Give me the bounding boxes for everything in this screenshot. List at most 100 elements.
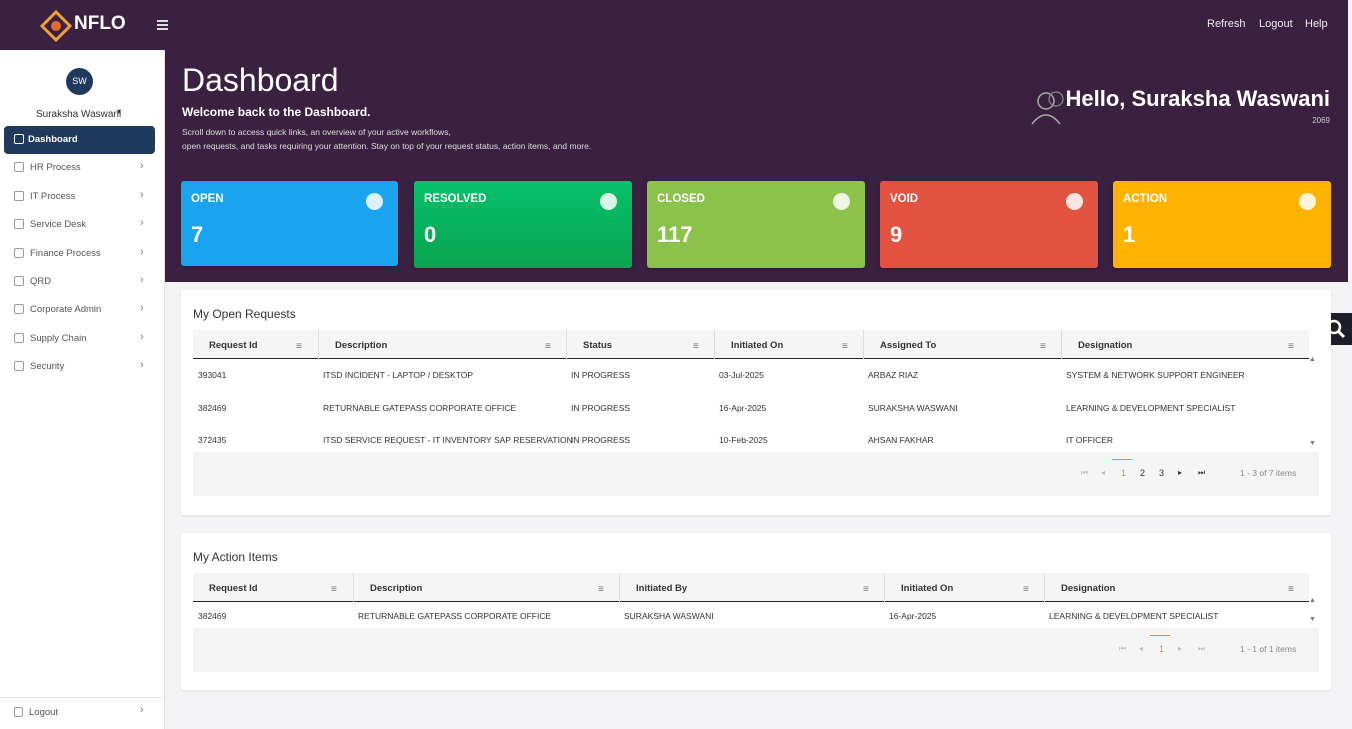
pager-nav[interactable]: ⏮ [1119, 643, 1127, 653]
menu-icon [14, 162, 24, 173]
menu-item[interactable]: Finance Process › [4, 240, 155, 268]
pager: ⏮ ◂ 1 ▸ ⏭ 1 - 1 of 1 items [193, 627, 1319, 672]
page-number[interactable]: 3 [1159, 467, 1165, 478]
logo-text: NFLO [74, 13, 126, 34]
table-cell: AHSAN FAKHAR [868, 435, 934, 445]
column-header[interactable]: Description ≡ [318, 330, 566, 359]
column-title: Initiated On [731, 340, 784, 351]
header-link[interactable]: Logout [1259, 18, 1293, 30]
column-header[interactable]: Designation ≡ [1044, 573, 1309, 602]
menu-item[interactable]: Service Desk › [4, 211, 155, 239]
menu-item[interactable]: IT Process › [4, 183, 155, 211]
column-title: Description [335, 340, 388, 351]
column-header[interactable]: Initiated By ≡ [619, 573, 884, 602]
column-title: Request Id [209, 583, 258, 594]
pager-nav[interactable]: ⏭ [1198, 467, 1206, 477]
scroll-arrow: ▲ [1309, 356, 1316, 363]
card-value: 0 [424, 222, 437, 247]
user-id: 2069 [1312, 116, 1330, 125]
column-title: Status [583, 340, 613, 351]
menu-icon [14, 219, 24, 230]
pager-nav[interactable]: ⏭ [1198, 643, 1206, 653]
pager-summary: 1 - 1 of 1 items [1240, 643, 1297, 654]
welcome: Welcome back to the Dashboard. [182, 105, 371, 119]
caret: ▾ [117, 107, 122, 116]
status-card[interactable]: ACTION 1 [1113, 181, 1331, 268]
pager-nav[interactable]: ◂ [1101, 467, 1106, 477]
page-title: Dashboard [182, 62, 339, 98]
page-active-bar [1112, 458, 1132, 460]
chevron: › [140, 160, 144, 173]
card-label: ACTION [1123, 193, 1168, 205]
column-header[interactable]: Request Id ≡ [193, 330, 318, 359]
card-icon [600, 193, 617, 210]
menu-icon [14, 134, 24, 144]
status-card[interactable]: VOID 9 [880, 181, 1098, 268]
column-header[interactable]: Description ≡ [353, 573, 619, 602]
menu-toggle[interactable] [157, 19, 169, 31]
pager-nav[interactable]: ▸ [1178, 643, 1183, 653]
page-number[interactable]: 2 [1140, 467, 1146, 478]
scroll-arrow: ▼ [1309, 615, 1316, 623]
column-header[interactable]: Status ≡ [566, 330, 714, 359]
table-cell: 16-Apr-2025 [719, 402, 767, 413]
menu-item[interactable]: Dashboard [4, 126, 155, 154]
header-link[interactable]: Help [1305, 18, 1328, 30]
pager-nav[interactable]: ◂ [1139, 643, 1144, 653]
user-name[interactable]: Suraksha Waswani [36, 109, 122, 120]
pager-nav[interactable]: ▸ [1178, 467, 1183, 477]
column-header[interactable]: Initiated On ≡ [714, 330, 863, 359]
menu-icon [14, 332, 24, 343]
menu-item[interactable]: HR Process › [4, 154, 155, 182]
column-header[interactable]: Designation ≡ [1061, 330, 1309, 359]
column-title: Initiated On [901, 583, 954, 594]
greeting: Hello, Suraksha Waswani [1065, 86, 1331, 111]
pager-summary: 1 - 3 of 7 items [1240, 467, 1297, 478]
panel-title: My Action Items [193, 550, 278, 564]
card-value: 9 [890, 222, 903, 247]
menu-label: Logout [29, 707, 59, 718]
status-card[interactable]: CLOSED 117 [647, 181, 865, 268]
table-cell: LEARNING & DEVELOPMENT SPECIALIST [1066, 402, 1236, 413]
scroll-arrow: ▼ [1309, 439, 1316, 447]
table-cell: SURAKSHA WASWANI [868, 402, 958, 413]
menu-label: Finance Process [30, 247, 101, 259]
table-cell: ARBAZ RIAZ [868, 370, 919, 380]
menu-item[interactable]: Corporate Admin › [4, 296, 155, 324]
table-cell: LEARNING & DEVELOPMENT SPECIALIST [1049, 611, 1219, 621]
card-label: RESOLVED [424, 193, 487, 205]
header-link[interactable]: Refresh [1207, 18, 1246, 30]
column-header[interactable]: Assigned To ≡ [863, 330, 1061, 359]
filter-icon: ≡ [296, 341, 302, 352]
table-cell: ITSD INCIDENT - LAPTOP / DESKTOP [323, 370, 474, 380]
page-number[interactable]: 1 [1121, 467, 1127, 478]
menu-icon [14, 361, 24, 372]
scroll-arrow: ▲ [1309, 597, 1316, 604]
menu-item[interactable]: QRD › [4, 268, 155, 296]
user-icon [1031, 91, 1064, 125]
panel: My Action Items Request Id ≡ Description ≡ In… [181, 533, 1331, 690]
menu-icon [14, 190, 24, 201]
pager-nav[interactable]: ⏮ [1081, 467, 1089, 477]
menu-item[interactable]: Supply Chain › [4, 325, 155, 353]
card-icon [833, 193, 850, 210]
card-value: 117 [657, 222, 693, 247]
status-card[interactable]: OPEN 7 [181, 181, 398, 266]
table-cell: RETURNABLE GATEPASS CORPORATE OFFICE [323, 402, 517, 413]
table-cell: SYSTEM & NETWORK SUPPORT ENGINEER [1066, 370, 1245, 380]
status-card[interactable]: RESOLVED 0 [414, 181, 632, 268]
table-cell: SURAKSHA WASWANI [624, 611, 714, 621]
page-number[interactable]: 1 [1159, 643, 1165, 654]
panel-title: My Open Requests [193, 307, 296, 321]
table-cell: 382469 [198, 402, 227, 413]
chevron: › [140, 302, 144, 315]
column-header[interactable]: Initiated On ≡ [884, 573, 1044, 602]
filter-icon: ≡ [842, 341, 848, 352]
card-icon [1066, 193, 1083, 210]
description: Scroll down to access quick links, an ov… [182, 127, 451, 137]
column-title: Assigned To [880, 340, 937, 351]
column-header[interactable]: Request Id ≡ [193, 573, 353, 602]
menu-item[interactable]: Security › [4, 353, 155, 381]
logout-item[interactable]: Logout › [4, 700, 155, 726]
